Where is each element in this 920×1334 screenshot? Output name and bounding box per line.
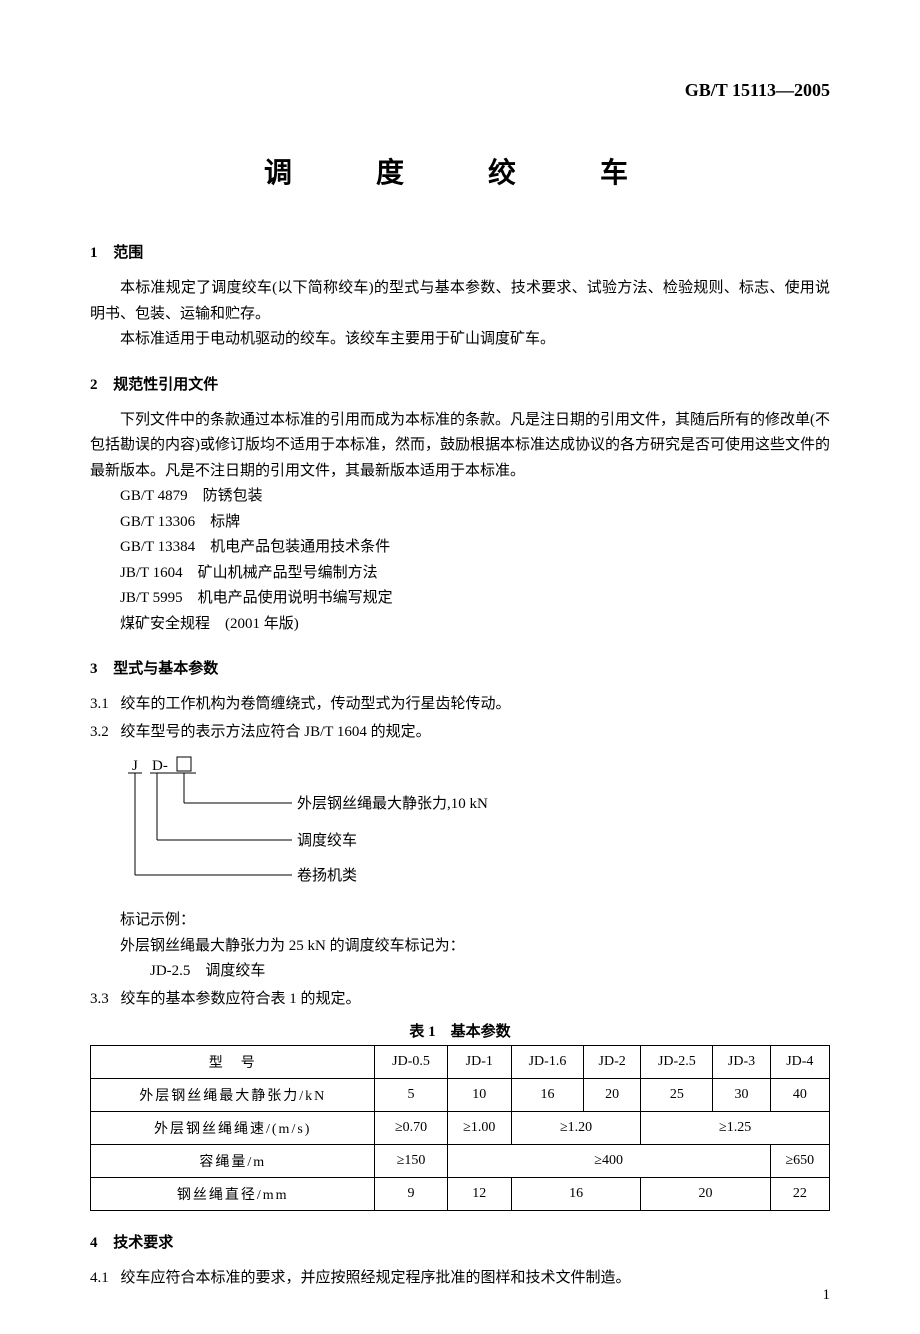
table-cell: ≥0.70 bbox=[375, 1112, 447, 1145]
section-2-heading: 2 规范性引用文件 bbox=[90, 373, 830, 394]
table-cell: ≥1.00 bbox=[447, 1112, 511, 1145]
s3-1: 3.1 绞车的工作机构为卷筒缠绕式，传动型式为行星齿轮传动。 bbox=[90, 692, 830, 718]
section-3-heading: 3 型式与基本参数 bbox=[90, 657, 830, 678]
table-cell: ≥400 bbox=[447, 1145, 770, 1178]
table-header-cell: JD-1 bbox=[447, 1046, 511, 1079]
diagram-label-3: 卷扬机类 bbox=[297, 867, 357, 884]
example-label: 标记示例： bbox=[120, 908, 830, 934]
table-cell: 钢丝绳直径/mm bbox=[91, 1178, 375, 1211]
diagram-code-d: D- bbox=[152, 758, 168, 774]
section-1-title: 范围 bbox=[113, 245, 143, 261]
table-row: 外层钢丝绳绳速/(m/s) ≥0.70 ≥1.00 ≥1.20 ≥1.25 bbox=[91, 1112, 830, 1145]
table-header-cell: 型 号 bbox=[91, 1046, 375, 1079]
example-code: JD-2.5 调度绞车 bbox=[150, 959, 830, 985]
s3-2: 3.2 绞车型号的表示方法应符合 JB/T 1604 的规定。 bbox=[90, 720, 830, 746]
section-4-title: 技术要求 bbox=[113, 1235, 173, 1251]
section-3-num: 3 bbox=[90, 661, 98, 677]
table-header-row: 型 号 JD-0.5 JD-1 JD-1.6 JD-2 JD-2.5 JD-3 … bbox=[91, 1046, 830, 1079]
document-id: GB/T 15113—2005 bbox=[90, 80, 830, 101]
table-cell: 16 bbox=[511, 1178, 640, 1211]
section-1-num: 1 bbox=[90, 245, 98, 261]
table-cell: 容绳量/m bbox=[91, 1145, 375, 1178]
diagram-code-j: J bbox=[132, 758, 138, 774]
table-cell: ≥650 bbox=[770, 1145, 829, 1178]
example-text: 外层钢丝绳最大静张力为 25 kN 的调度绞车标记为： bbox=[120, 934, 830, 960]
table-cell: 外层钢丝绳最大静张力/kN bbox=[91, 1079, 375, 1112]
table-cell: 10 bbox=[447, 1079, 511, 1112]
s1-para-2: 本标准适用于电动机驱动的绞车。该绞车主要用于矿山调度矿车。 bbox=[90, 327, 830, 353]
section-2-num: 2 bbox=[90, 377, 98, 393]
table-cell: ≥150 bbox=[375, 1145, 447, 1178]
s4-1: 4.1 绞车应符合本标准的要求，并应按照经规定程序批准的图样和技术文件制造。 bbox=[90, 1266, 830, 1292]
ref-item: GB/T 4879 防锈包装 bbox=[120, 484, 830, 510]
section-4-heading: 4 技术要求 bbox=[90, 1231, 830, 1252]
table-header-cell: JD-0.5 bbox=[375, 1046, 447, 1079]
table-cell: 5 bbox=[375, 1079, 447, 1112]
diagram-label-1: 外层钢丝绳最大静张力,10 kN bbox=[297, 795, 488, 812]
diagram-label-2: 调度绞车 bbox=[297, 832, 357, 849]
table-row: 容绳量/m ≥150 ≥400 ≥650 bbox=[91, 1145, 830, 1178]
s3-3: 3.3 绞车的基本参数应符合表 1 的规定。 bbox=[90, 987, 830, 1013]
page-number: 1 bbox=[823, 1287, 831, 1304]
section-4-num: 4 bbox=[90, 1235, 98, 1251]
table-header-cell: JD-2 bbox=[584, 1046, 641, 1079]
section-3-title: 型式与基本参数 bbox=[113, 661, 218, 677]
model-code-diagram: J D- 外层钢丝绳最大静张力,10 kN 调度绞车 卷扬机类 bbox=[122, 755, 522, 895]
page: GB/T 15113—2005 调 度 绞 车 1 范围 本标准规定了调度绞车(… bbox=[0, 0, 920, 1334]
s3-3-text: 绞车的基本参数应符合表 1 的规定。 bbox=[121, 991, 361, 1007]
table-header-cell: JD-1.6 bbox=[511, 1046, 583, 1079]
s3-2-num: 3.2 bbox=[90, 724, 109, 740]
s4-1-num: 4.1 bbox=[90, 1270, 109, 1286]
ref-item: GB/T 13306 标牌 bbox=[120, 510, 830, 536]
table-cell: 20 bbox=[584, 1079, 641, 1112]
s1-para-1: 本标准规定了调度绞车(以下简称绞车)的型式与基本参数、技术要求、试验方法、检验规… bbox=[90, 276, 830, 327]
table-cell: 40 bbox=[770, 1079, 829, 1112]
table-cell: 外层钢丝绳绳速/(m/s) bbox=[91, 1112, 375, 1145]
table-caption: 表 1 基本参数 bbox=[90, 1020, 830, 1041]
table-cell: ≥1.20 bbox=[511, 1112, 640, 1145]
s3-3-num: 3.3 bbox=[90, 991, 109, 1007]
table-header-cell: JD-2.5 bbox=[641, 1046, 713, 1079]
table-cell: ≥1.25 bbox=[641, 1112, 830, 1145]
section-1-heading: 1 范围 bbox=[90, 241, 830, 262]
ref-item: JB/T 1604 矿山机械产品型号编制方法 bbox=[120, 561, 830, 587]
table-cell: 25 bbox=[641, 1079, 713, 1112]
s4-1-text: 绞车应符合本标准的要求，并应按照经规定程序批准的图样和技术文件制造。 bbox=[121, 1270, 631, 1286]
table-row: 钢丝绳直径/mm 9 12 16 20 22 bbox=[91, 1178, 830, 1211]
s3-2-text: 绞车型号的表示方法应符合 JB/T 1604 的规定。 bbox=[121, 724, 431, 740]
table-cell: 30 bbox=[713, 1079, 770, 1112]
s2-para-1: 下列文件中的条款通过本标准的引用而成为本标准的条款。凡是注日期的引用文件，其随后… bbox=[90, 408, 830, 485]
table-row: 外层钢丝绳最大静张力/kN 5 10 16 20 25 30 40 bbox=[91, 1079, 830, 1112]
table-header-cell: JD-4 bbox=[770, 1046, 829, 1079]
table-header-cell: JD-3 bbox=[713, 1046, 770, 1079]
reference-list: GB/T 4879 防锈包装 GB/T 13306 标牌 GB/T 13384 … bbox=[120, 484, 830, 637]
s3-1-text: 绞车的工作机构为卷筒缠绕式，传动型式为行星齿轮传动。 bbox=[121, 696, 511, 712]
document-title: 调 度 绞 车 bbox=[90, 151, 830, 191]
diagram-box-icon bbox=[177, 757, 191, 771]
table-cell: 12 bbox=[447, 1178, 511, 1211]
table-cell: 20 bbox=[641, 1178, 770, 1211]
table-cell: 9 bbox=[375, 1178, 447, 1211]
table-cell: 22 bbox=[770, 1178, 829, 1211]
section-2-title: 规范性引用文件 bbox=[113, 377, 218, 393]
ref-item: JB/T 5995 机电产品使用说明书编写规定 bbox=[120, 586, 830, 612]
ref-item: 煤矿安全规程 (2001 年版) bbox=[120, 612, 830, 638]
s3-1-num: 3.1 bbox=[90, 696, 109, 712]
ref-item: GB/T 13384 机电产品包装通用技术条件 bbox=[120, 535, 830, 561]
basic-parameters-table: 型 号 JD-0.5 JD-1 JD-1.6 JD-2 JD-2.5 JD-3 … bbox=[90, 1045, 830, 1211]
table-cell: 16 bbox=[511, 1079, 583, 1112]
